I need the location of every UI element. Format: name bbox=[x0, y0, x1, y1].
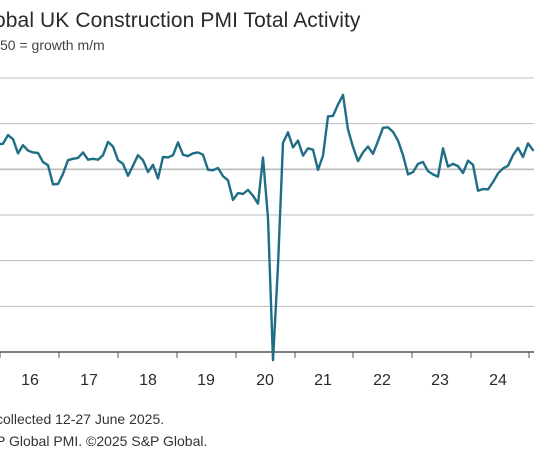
footer-note: collected 12-27 June 2025. bbox=[0, 411, 165, 427]
x-tick-label-19: 19 bbox=[197, 372, 215, 389]
x-axis-ticks bbox=[0, 352, 530, 358]
x-tick-label-18: 18 bbox=[139, 372, 157, 389]
x-axis-labels: 16 17 18 19 20 21 22 23 24 bbox=[21, 372, 507, 389]
gridlines bbox=[0, 77, 534, 307]
x-tick-label-22: 22 bbox=[373, 372, 391, 389]
x-tick-label-16: 16 bbox=[21, 372, 39, 389]
footer-source: P Global PMI. ©2025 S&P Global. bbox=[0, 433, 208, 449]
chart-subtitle: 50 = growth m/m bbox=[0, 37, 105, 53]
x-tick-label-17: 17 bbox=[80, 372, 98, 389]
series-line bbox=[0, 93, 534, 362]
x-tick-label-24: 24 bbox=[489, 372, 507, 389]
x-tick-label-20: 20 bbox=[256, 372, 274, 389]
chart-title: obal UK Construction PMI Total Activity bbox=[0, 9, 361, 32]
x-tick-label-21: 21 bbox=[314, 372, 332, 389]
line-chart: 16 17 18 19 20 21 22 23 24 bbox=[0, 77, 534, 389]
x-tick-label-23: 23 bbox=[431, 372, 449, 389]
